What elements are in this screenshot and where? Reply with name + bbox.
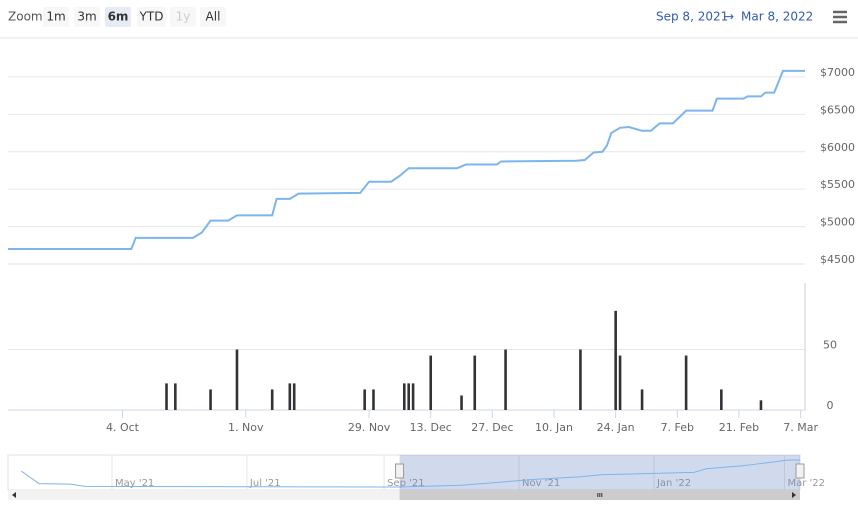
- range-separator: →: [724, 10, 734, 24]
- button-bg: [170, 7, 196, 27]
- x-tick-label: 7. Feb: [661, 421, 694, 434]
- x-tick-label: 7. Mar: [783, 421, 818, 434]
- volume-bar: [504, 349, 507, 410]
- y-tick-label: $5000: [820, 216, 855, 229]
- button-bg: [105, 7, 131, 27]
- volume-bar: [288, 383, 292, 410]
- button-bg: [200, 7, 226, 27]
- volume-bar: [429, 355, 433, 410]
- x-tick-label: 1. Nov: [228, 421, 264, 434]
- navigator-tick-label: Mar '22: [788, 478, 826, 489]
- range-button[interactable]: 6m: [105, 7, 131, 27]
- y-tick-label: $5500: [820, 178, 855, 191]
- x-tick-label: 4. Oct: [106, 421, 140, 434]
- volume-bar: [174, 383, 177, 410]
- volume-bar: [372, 389, 375, 410]
- menu-button[interactable]: [826, 6, 854, 28]
- x-tick-label: 13. Dec: [410, 421, 452, 434]
- price-line: [8, 69, 805, 251]
- volume-bar: [402, 383, 406, 410]
- volume-bar: [270, 389, 274, 410]
- volume-bar: [618, 355, 622, 410]
- button-label: 6m: [108, 10, 129, 24]
- range-button[interactable]: 1m: [43, 7, 69, 27]
- button-label: 1m: [46, 10, 65, 24]
- x-tick-label: 21. Feb: [719, 421, 759, 434]
- button-bg: [43, 7, 69, 27]
- navigator-tick-label: Jul '21: [249, 478, 281, 489]
- navigator-selection: [399, 455, 800, 490]
- volume-bar: [684, 355, 688, 410]
- volume-bar: [165, 383, 168, 410]
- range-button: 1y: [170, 7, 196, 27]
- range-from[interactable]: Sep 8, 2021: [656, 10, 728, 24]
- range-button[interactable]: 3m: [74, 7, 100, 27]
- y-tick-label: $4500: [820, 253, 855, 266]
- navigator-tick-label: Nov '21: [522, 478, 560, 489]
- navigator-handle[interactable]: [795, 463, 805, 479]
- volume-bar: [460, 395, 463, 410]
- volume-bar: [411, 383, 415, 410]
- range-to[interactable]: Mar 8, 2022: [741, 10, 813, 24]
- scrollbar-arrow: [792, 492, 796, 498]
- volume-bar: [209, 389, 212, 410]
- button-label: 3m: [77, 10, 96, 24]
- volume-bar: [579, 349, 582, 410]
- scrollbar-arrow: [12, 492, 16, 498]
- button-label: All: [206, 10, 221, 24]
- button-label: YTD: [139, 10, 164, 24]
- x-tick-label: 27. Dec: [471, 421, 513, 434]
- volume-bar: [292, 383, 296, 410]
- volume-bar: [720, 389, 723, 410]
- button-bg: [74, 7, 100, 27]
- navigator-tick-label: May '21: [115, 478, 154, 489]
- navigator-tick-label: Jan '22: [656, 478, 691, 489]
- navigator-handle[interactable]: [395, 463, 405, 479]
- y-tick-label: $6500: [820, 103, 855, 116]
- y-tick-label: $7000: [820, 66, 855, 79]
- button-bg: [137, 7, 166, 27]
- navigator-tick-label: Sep '21: [387, 478, 425, 489]
- volume-bar: [235, 349, 239, 410]
- y-tick-label: 50: [823, 339, 837, 352]
- volume-bar: [640, 389, 644, 410]
- volume-bar: [759, 400, 763, 410]
- x-tick-label: 29. Nov: [348, 421, 391, 434]
- zoom-label: Zoom: [8, 10, 43, 24]
- volume-bar: [363, 389, 366, 410]
- navigator-line: [20, 459, 800, 488]
- x-tick-label: 24. Jan: [597, 421, 635, 434]
- range-button[interactable]: YTD: [137, 7, 166, 27]
- y-tick-label: $6000: [820, 141, 855, 154]
- range-button[interactable]: All: [200, 7, 226, 27]
- volume-bar: [473, 355, 477, 410]
- volume-bar: [407, 383, 411, 410]
- x-tick-label: 10. Jan: [535, 421, 573, 434]
- volume-bar: [614, 310, 617, 410]
- button-label: 1y: [176, 10, 191, 24]
- y-tick-label: 0: [827, 399, 834, 412]
